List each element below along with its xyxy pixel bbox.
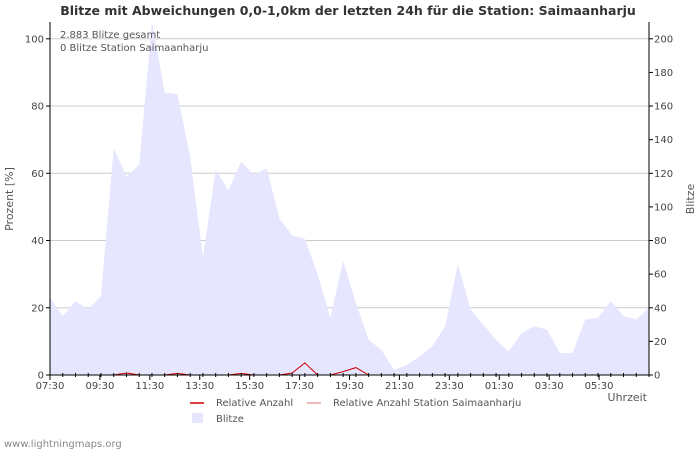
y-axis-label-left: Prozent [%] [3, 167, 16, 231]
info-total: 2.883 Blitze gesamt [60, 30, 160, 41]
y-tick-label-right: 0 [654, 371, 660, 382]
legend-swatch-blitze [192, 413, 203, 423]
x-tick-label: 19:30 [335, 381, 364, 392]
legend: Relative Anzahl Relative Anzahl Station … [190, 398, 521, 425]
x-axis-label: Uhrzeit [608, 391, 648, 404]
y-tick-label-right: 40 [654, 303, 667, 314]
y-tick-label-right: 120 [654, 169, 673, 180]
y-tick-label-right: 80 [654, 236, 667, 247]
y-tick-label-left: 40 [31, 236, 44, 247]
x-tick-label: 05:30 [585, 381, 614, 392]
legend-label-blitze: Blitze [216, 414, 244, 425]
x-tick-label: 15:30 [235, 381, 264, 392]
y-tick-label-left: 60 [31, 169, 44, 180]
y-ticks-left: 0 20 40 60 80 100 [25, 34, 50, 382]
y-tick-label-right: 60 [654, 270, 667, 281]
legend-label-station: Relative Anzahl Station Saimaanharju [333, 398, 521, 409]
legend-label-relative: Relative Anzahl [216, 398, 293, 409]
footer-source: www.lightningmaps.org [4, 439, 122, 450]
x-tick-label: 17:30 [285, 381, 314, 392]
x-tick-label: 09:30 [86, 381, 115, 392]
x-ticks: 07:30 09:30 11:30 13:30 15:30 17:30 19:30 21:30… [36, 373, 650, 392]
y-tick-label-right: 180 [654, 68, 673, 79]
y-tick-label-left: 0 [38, 371, 44, 382]
x-tick-label: 13:30 [185, 381, 214, 392]
x-tick-label: 21:30 [385, 381, 414, 392]
y-ticks-right: 0 20 40 60 80 100 120 140 160 180 200 [649, 34, 673, 382]
y-tick-label-left: 80 [31, 102, 44, 113]
y-tick-label-left: 100 [25, 34, 44, 45]
x-tick-label: 01:30 [485, 381, 514, 392]
chart-title: Blitze mit Abweichungen 0,0-1,0km der le… [60, 3, 636, 18]
y-tick-label-right: 200 [654, 34, 673, 45]
y-tick-label-right: 20 [654, 337, 667, 348]
y-tick-label-right: 160 [654, 102, 673, 113]
y-tick-label-right: 140 [654, 135, 673, 146]
y-axis-label-right: Blitze [684, 184, 697, 215]
x-tick-label: 03:30 [535, 381, 564, 392]
blitze-area-group [50, 22, 649, 375]
y-tick-label-right: 100 [654, 202, 673, 213]
x-tick-label: 07:30 [36, 381, 65, 392]
y-tick-label-left: 20 [31, 303, 44, 314]
x-tick-label: 23:30 [435, 381, 464, 392]
x-tick-label: 11:30 [135, 381, 164, 392]
blitze-area [50, 22, 649, 375]
info-station: 0 Blitze Station Saimaanharju [60, 43, 208, 54]
